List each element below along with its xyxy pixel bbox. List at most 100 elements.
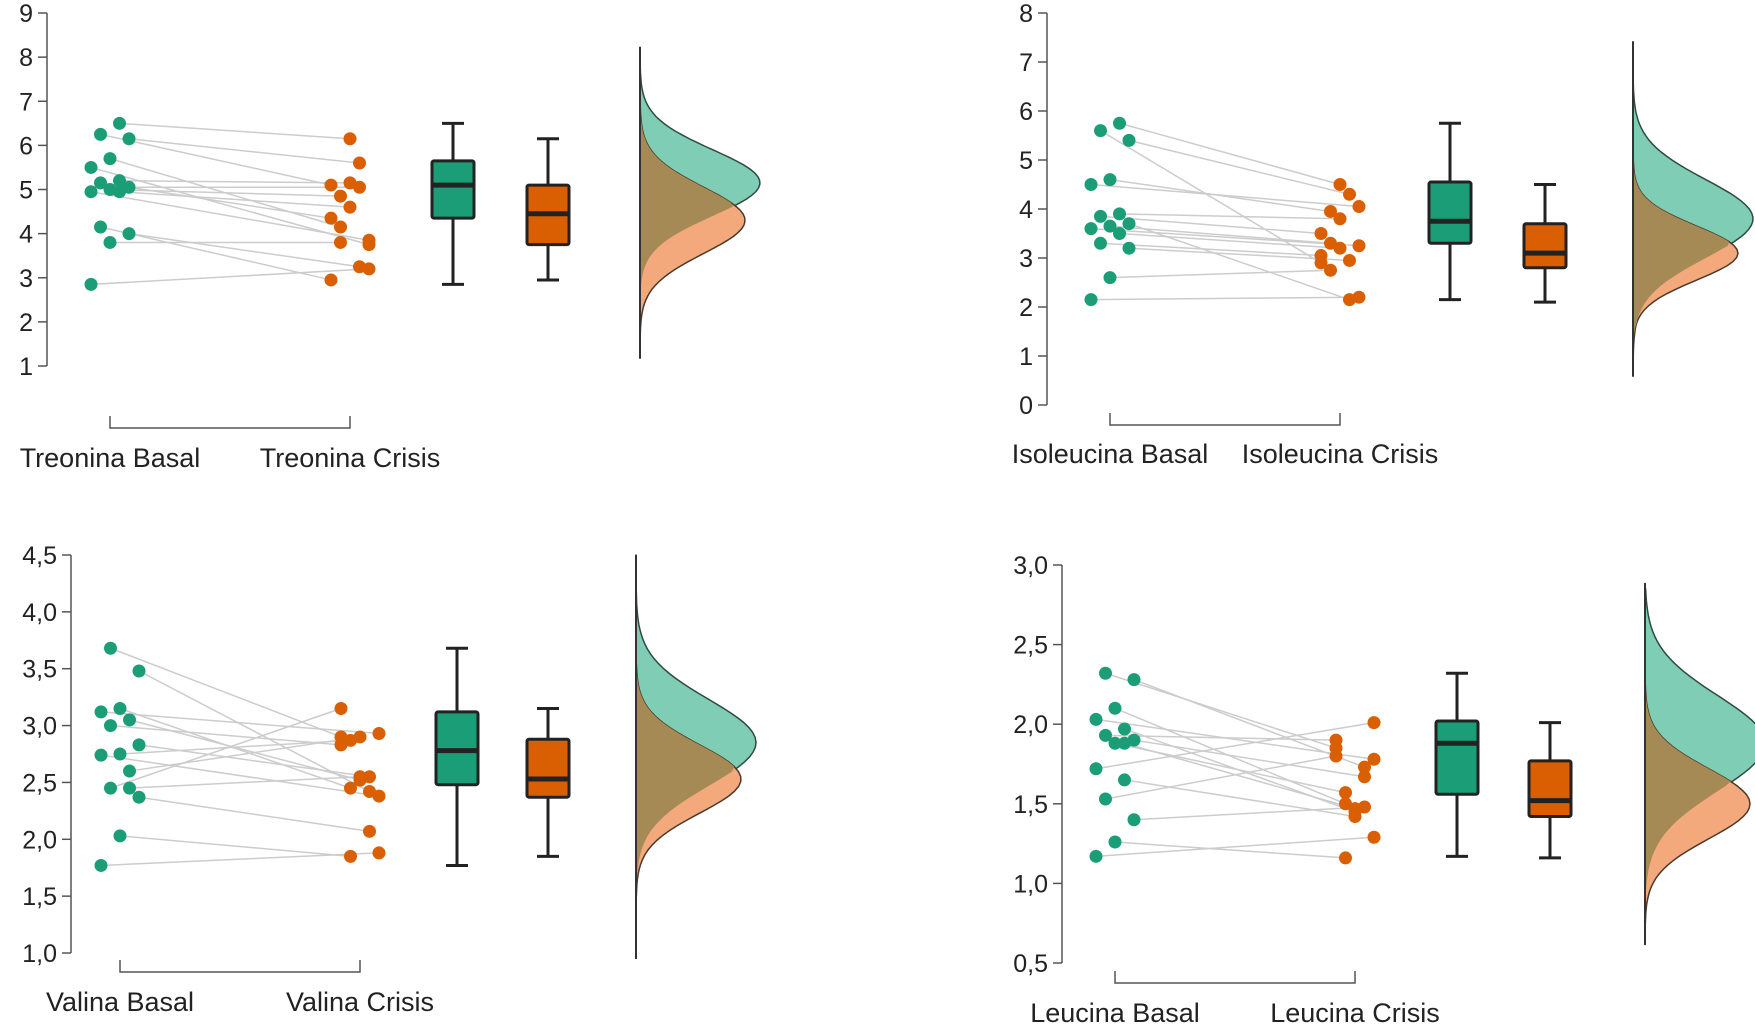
point-basal [1113,227,1126,240]
point-crisis [1367,752,1381,766]
point-crisis [353,156,366,170]
y-tick-label: 2,0 [22,826,57,854]
paired-line [138,670,370,793]
point-crisis [372,846,386,860]
point-basal [122,180,136,194]
point-crisis [1324,263,1337,277]
paired-line [129,719,361,781]
point-crisis [1352,239,1366,253]
point-basal [94,748,108,762]
paired-line [1109,269,1331,279]
point-basal [123,764,136,778]
point-crisis [334,235,347,249]
panel-valina: 1,0 1,5 2,0 2,5 3,0 3,5 4,0 4,5 Valina Basal Vali… [22,542,757,1017]
point-crisis [343,200,357,214]
point-basal [1122,241,1136,255]
y-tick-label: 0,5 [1013,950,1048,978]
y-tick-label: 4 [19,221,33,249]
point-crisis [1343,187,1356,201]
point-basal [1108,701,1122,715]
point-crisis [1339,851,1352,865]
paired-line [119,179,351,184]
paired-line [100,711,380,735]
paired-line [1095,836,1375,858]
paired-line [128,232,360,268]
point-basal [1099,792,1112,806]
x-category-label: Treonina Crisis [260,443,441,473]
box-basal [1427,180,1473,245]
point-basal [122,227,136,241]
point-basal [122,132,136,146]
paired-line [129,775,361,789]
y-tick-label: 1,5 [22,883,57,911]
panel-treonina: 1 2 3 4 5 6 7 8 9 Treonina Basal Treonina Crisis [19,0,761,473]
point-crisis [362,238,376,252]
point-crisis [372,727,386,741]
point-basal [84,185,98,199]
point-crisis [1348,802,1362,816]
paired-line [1114,707,1346,805]
density-overlap [640,52,733,353]
panel-isoleucina: 0 1 2 3 4 5 6 7 8 Isoleucina Basal Isoleucina Cris… [1012,0,1754,469]
point-basal [1118,736,1131,750]
paired-line [1119,232,1341,249]
point-basal [103,152,117,166]
point-crisis [1324,236,1337,250]
paired-line [1100,129,1322,264]
point-basal [1094,124,1107,138]
y-tick-label: 8 [1019,0,1033,28]
density-overlap [1633,47,1729,371]
paired-line [1124,742,1356,810]
paired-line [1124,779,1356,818]
x-axis-bracket [119,960,361,973]
point-basal [113,116,126,130]
point-basal [1103,219,1117,233]
x-category-label: Leucina Basal [1030,998,1200,1028]
box-basal [1434,719,1480,796]
point-crisis [353,260,366,274]
point-basal [103,235,117,249]
y-tick-label: 2 [1019,294,1033,322]
point-basal [113,702,127,716]
y-tick-label: 4 [1019,196,1033,224]
point-crisis [1329,741,1343,755]
paired-line [90,166,370,246]
point-crisis [1358,760,1371,774]
paired-line [119,190,351,208]
box-crisis [1527,759,1573,819]
point-basal [1108,835,1122,849]
panel-leucina: 0,5 1,0 1,5 2,0 2,5 3,0 Leucina Basal Leucina C… [1013,552,1755,1028]
point-basal [123,713,136,727]
point-basal [94,858,108,872]
point-basal [1122,133,1136,147]
point-crisis [353,770,367,784]
y-tick-label: 3 [19,265,33,293]
paired-line [119,122,351,140]
point-basal [132,738,146,752]
point-crisis [324,211,338,225]
point-basal [1089,712,1103,726]
density-overlap [636,560,735,953]
x-category-label: Valina Crisis [286,987,434,1017]
paired-line [119,835,351,858]
y-tick-label: 9 [19,0,33,28]
y-tick-label: 3,0 [22,713,57,741]
paired-line [1095,721,1375,770]
x-category-label: Leucina Crisis [1270,998,1440,1028]
x-category-label: Isoleucina Crisis [1242,439,1439,469]
paired-line [1109,178,1331,213]
point-basal [104,781,117,795]
point-basal [94,705,108,719]
point-crisis [363,824,376,838]
point-basal [1084,222,1098,236]
paired-line [1128,139,1350,196]
paired-line [1105,672,1337,749]
point-crisis [324,273,338,287]
paired-line [1100,215,1322,235]
point-crisis [1314,227,1328,240]
y-tick-label: 8 [19,44,33,72]
paired-line [100,754,380,797]
paired-line [138,796,370,833]
point-basal [1127,813,1141,827]
paired-line [1090,227,1360,247]
